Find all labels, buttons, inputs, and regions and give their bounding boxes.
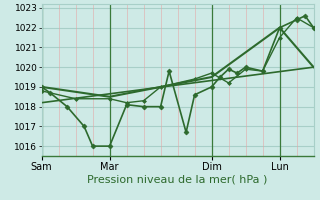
X-axis label: Pression niveau de la mer( hPa ): Pression niveau de la mer( hPa ) bbox=[87, 174, 268, 184]
